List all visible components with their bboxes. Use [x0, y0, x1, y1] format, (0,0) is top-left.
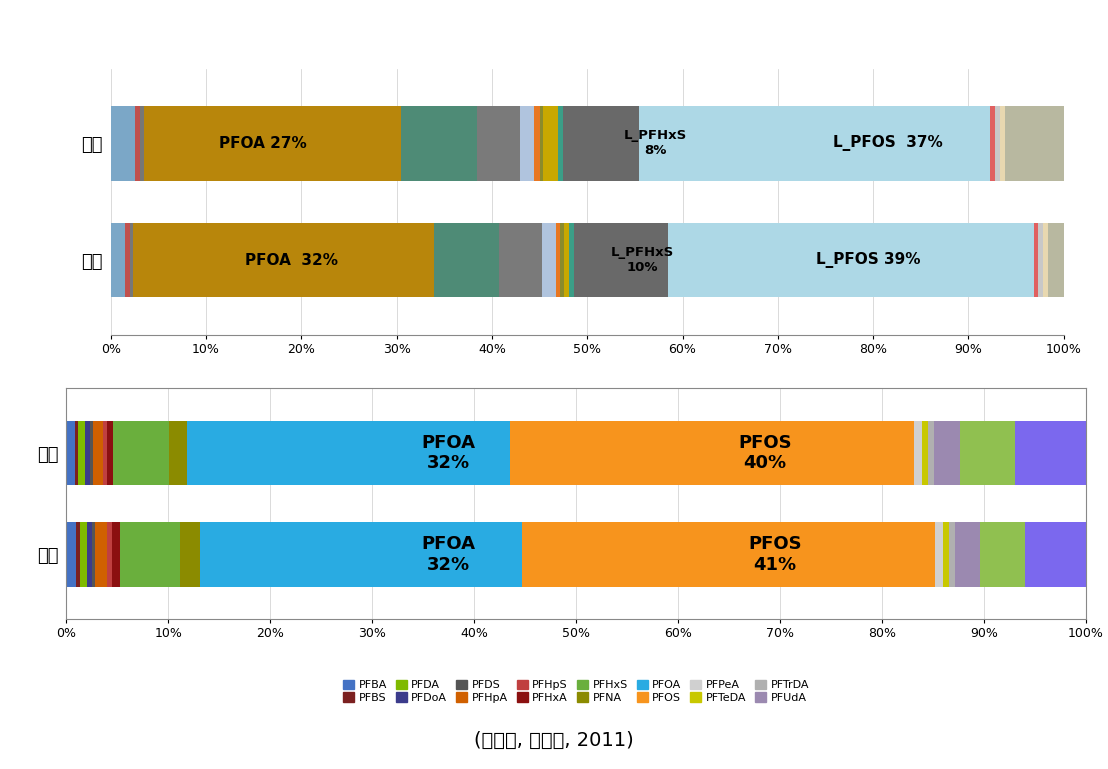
Bar [75, 522, 80, 587]
Bar [1043, 223, 1048, 298]
Bar [66, 522, 75, 587]
Text: PFOA
32%: PFOA 32% [422, 535, 475, 574]
Bar [1026, 522, 1086, 587]
Bar [510, 421, 914, 485]
Bar [1048, 223, 1064, 298]
Bar [955, 522, 981, 587]
Bar [540, 106, 544, 181]
Bar [111, 106, 134, 181]
Bar [934, 421, 960, 485]
Text: L_PFHxS
8%: L_PFHxS 8% [624, 129, 687, 158]
Bar [66, 421, 74, 485]
Bar [995, 106, 999, 181]
Bar [542, 223, 556, 298]
Bar [106, 522, 112, 587]
Bar [667, 223, 1034, 298]
Legend: PFBA, PFBS, PFDA, PFDoA, PFDS, PFHpA, PFHpS, PFHxA, PFHxS, PFNA, PFOA, PFOS, PFP: PFBA, PFBS, PFDA, PFDoA, PFDS, PFHpA, PF… [339, 675, 813, 707]
Bar [106, 421, 113, 485]
Bar [90, 421, 93, 485]
Text: L_PFOS  37%: L_PFOS 37% [832, 135, 942, 151]
Bar [103, 421, 106, 485]
Text: L_PFOS 39%: L_PFOS 39% [817, 252, 921, 268]
Bar [922, 421, 929, 485]
Bar [134, 106, 141, 181]
Bar [74, 421, 78, 485]
Bar [948, 522, 955, 587]
Bar [563, 106, 638, 181]
Bar [93, 421, 103, 485]
Bar [1005, 106, 1064, 181]
Bar [187, 421, 510, 485]
Bar [1034, 223, 1038, 298]
Bar [914, 421, 922, 485]
Bar [568, 223, 574, 298]
Bar [1038, 223, 1043, 298]
Text: PFOA
32%: PFOA 32% [422, 434, 475, 472]
Bar [534, 106, 540, 181]
Bar [78, 421, 84, 485]
Bar [999, 106, 1005, 181]
Text: PFOS
40%: PFOS 40% [738, 434, 791, 472]
Bar [943, 522, 948, 587]
Bar [141, 106, 144, 181]
Bar [133, 223, 433, 298]
Legend: PFPeA, PFHxA, PFHpA, PFOA, PFNA, PFDA, PFUnDA, PFDoDA, PFTrDA, PFTeDA, L_PFBS, L: PFPeA, PFHxA, PFHpA, PFOA, PFNA, PFDA, P… [275, 388, 900, 421]
Bar [201, 522, 522, 587]
Bar [520, 106, 534, 181]
Bar [500, 223, 542, 298]
Text: (어린이, 식약처, 2011): (어린이, 식약처, 2011) [474, 731, 634, 750]
Bar [960, 421, 1015, 485]
Bar [556, 223, 561, 298]
Bar [1015, 421, 1086, 485]
Bar [981, 522, 1026, 587]
Bar [144, 106, 401, 181]
Bar [929, 421, 934, 485]
Bar [80, 522, 86, 587]
Bar [86, 522, 92, 587]
Bar [112, 522, 120, 587]
Text: L_PFHxS
10%: L_PFHxS 10% [611, 246, 674, 275]
Bar [113, 421, 168, 485]
Bar [181, 522, 201, 587]
Text: PFOA  32%: PFOA 32% [245, 253, 338, 268]
Bar [401, 106, 476, 181]
Bar [84, 421, 90, 485]
Bar [638, 106, 991, 181]
Bar [120, 522, 181, 587]
Bar [92, 522, 94, 587]
Bar [168, 421, 187, 485]
Bar [991, 106, 995, 181]
Bar [564, 223, 568, 298]
Bar [111, 223, 125, 298]
Bar [522, 522, 935, 587]
Bar [94, 522, 106, 587]
Bar [935, 522, 943, 587]
Bar [433, 223, 500, 298]
Bar [125, 223, 130, 298]
Bar [130, 223, 133, 298]
Bar [544, 106, 557, 181]
Text: PFOA 27%: PFOA 27% [219, 136, 307, 151]
Bar [557, 106, 563, 181]
Bar [574, 223, 667, 298]
Bar [561, 223, 564, 298]
Text: PFOS
41%: PFOS 41% [748, 535, 802, 574]
Bar [476, 106, 520, 181]
